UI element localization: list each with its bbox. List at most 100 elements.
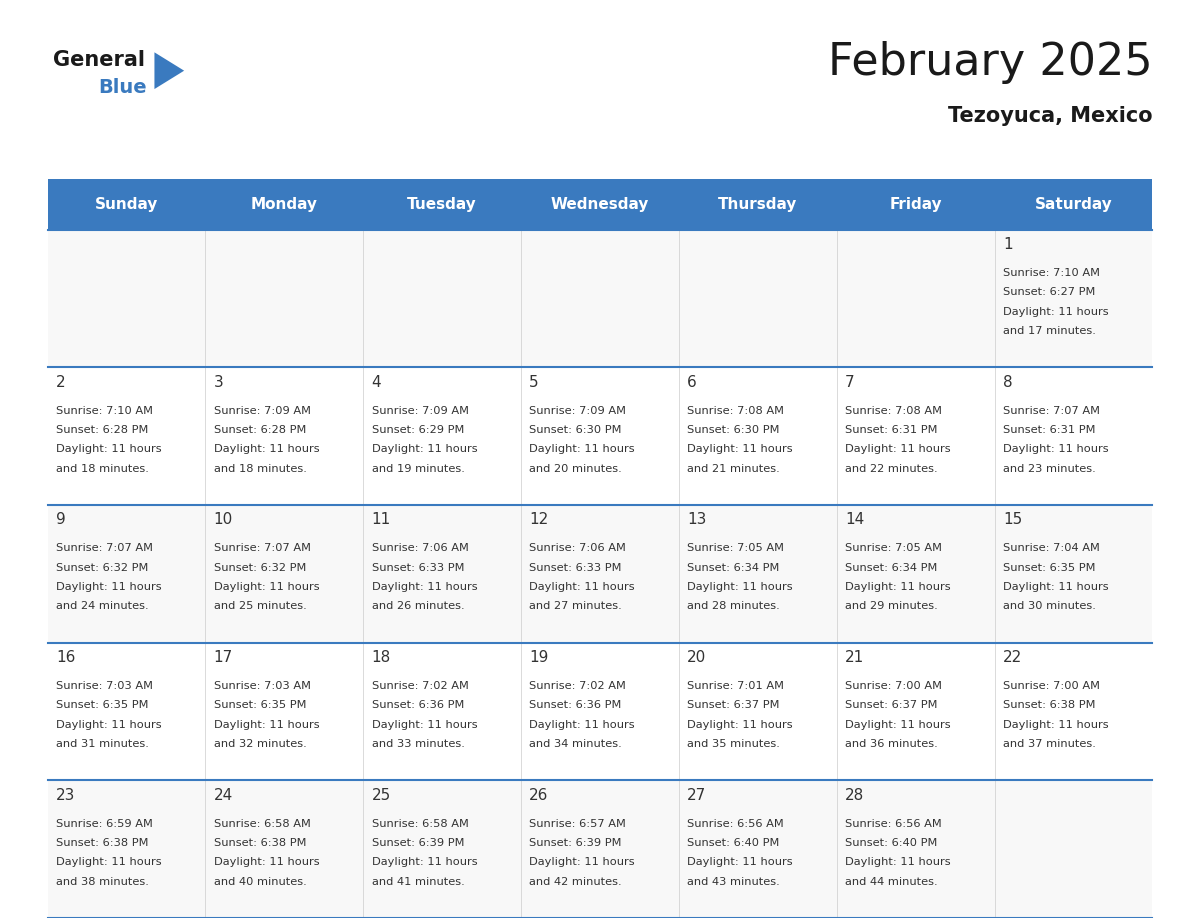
Text: 14: 14 xyxy=(845,512,864,527)
FancyBboxPatch shape xyxy=(48,505,206,643)
FancyBboxPatch shape xyxy=(836,505,994,643)
Text: Sunrise: 7:05 AM: Sunrise: 7:05 AM xyxy=(687,543,784,554)
Text: and 23 minutes.: and 23 minutes. xyxy=(1003,464,1095,474)
Text: Sunset: 6:38 PM: Sunset: 6:38 PM xyxy=(1003,700,1095,711)
Text: and 17 minutes.: and 17 minutes. xyxy=(1003,326,1095,336)
FancyBboxPatch shape xyxy=(48,780,206,918)
Text: Monday: Monday xyxy=(251,196,317,212)
FancyBboxPatch shape xyxy=(48,230,206,367)
Text: 17: 17 xyxy=(214,650,233,665)
Text: Sunset: 6:30 PM: Sunset: 6:30 PM xyxy=(530,425,621,435)
Text: Sunrise: 7:07 AM: Sunrise: 7:07 AM xyxy=(214,543,311,554)
Text: Daylight: 11 hours: Daylight: 11 hours xyxy=(845,720,950,730)
Text: Daylight: 11 hours: Daylight: 11 hours xyxy=(530,720,634,730)
Text: Daylight: 11 hours: Daylight: 11 hours xyxy=(845,582,950,592)
Text: Sunset: 6:40 PM: Sunset: 6:40 PM xyxy=(845,838,937,848)
Text: 11: 11 xyxy=(372,512,391,527)
Text: 25: 25 xyxy=(372,788,391,802)
Text: Thursday: Thursday xyxy=(718,196,797,212)
Text: Sunrise: 7:01 AM: Sunrise: 7:01 AM xyxy=(687,681,784,691)
Text: 7: 7 xyxy=(845,375,854,389)
Text: Sunset: 6:33 PM: Sunset: 6:33 PM xyxy=(372,563,465,573)
Text: Sunset: 6:31 PM: Sunset: 6:31 PM xyxy=(1003,425,1095,435)
Text: Sunset: 6:36 PM: Sunset: 6:36 PM xyxy=(530,700,621,711)
Text: Sunset: 6:29 PM: Sunset: 6:29 PM xyxy=(372,425,463,435)
Text: February 2025: February 2025 xyxy=(828,41,1152,84)
Text: 20: 20 xyxy=(687,650,707,665)
Text: Sunrise: 7:08 AM: Sunrise: 7:08 AM xyxy=(845,406,942,416)
Text: Sunrise: 7:03 AM: Sunrise: 7:03 AM xyxy=(214,681,311,691)
Text: Sunrise: 7:10 AM: Sunrise: 7:10 AM xyxy=(56,406,153,416)
Text: and 20 minutes.: and 20 minutes. xyxy=(530,464,623,474)
FancyBboxPatch shape xyxy=(994,643,1152,780)
FancyBboxPatch shape xyxy=(206,505,364,643)
Text: Daylight: 11 hours: Daylight: 11 hours xyxy=(687,720,792,730)
Text: Daylight: 11 hours: Daylight: 11 hours xyxy=(845,444,950,454)
Text: Sunrise: 7:09 AM: Sunrise: 7:09 AM xyxy=(214,406,311,416)
Polygon shape xyxy=(154,52,184,89)
Text: Sunset: 6:35 PM: Sunset: 6:35 PM xyxy=(56,700,148,711)
Text: 4: 4 xyxy=(372,375,381,389)
Text: and 36 minutes.: and 36 minutes. xyxy=(845,739,937,749)
Text: Sunrise: 7:06 AM: Sunrise: 7:06 AM xyxy=(372,543,468,554)
FancyBboxPatch shape xyxy=(994,780,1152,918)
Text: 12: 12 xyxy=(530,512,549,527)
Text: and 24 minutes.: and 24 minutes. xyxy=(56,601,148,611)
Text: Sunrise: 7:06 AM: Sunrise: 7:06 AM xyxy=(530,543,626,554)
Text: Tezoyuca, Mexico: Tezoyuca, Mexico xyxy=(948,106,1152,126)
Text: Sunrise: 6:58 AM: Sunrise: 6:58 AM xyxy=(214,819,310,829)
FancyBboxPatch shape xyxy=(994,230,1152,367)
Text: Daylight: 11 hours: Daylight: 11 hours xyxy=(214,444,320,454)
FancyBboxPatch shape xyxy=(522,230,678,367)
Text: and 35 minutes.: and 35 minutes. xyxy=(687,739,781,749)
Text: Sunset: 6:27 PM: Sunset: 6:27 PM xyxy=(1003,287,1095,297)
Text: 6: 6 xyxy=(687,375,697,389)
Text: Sunrise: 6:58 AM: Sunrise: 6:58 AM xyxy=(372,819,468,829)
Text: Daylight: 11 hours: Daylight: 11 hours xyxy=(530,444,634,454)
Text: and 34 minutes.: and 34 minutes. xyxy=(530,739,623,749)
Text: 8: 8 xyxy=(1003,375,1012,389)
FancyBboxPatch shape xyxy=(522,643,678,780)
FancyBboxPatch shape xyxy=(678,367,836,505)
Text: Sunset: 6:40 PM: Sunset: 6:40 PM xyxy=(687,838,779,848)
FancyBboxPatch shape xyxy=(678,643,836,780)
Text: Sunset: 6:28 PM: Sunset: 6:28 PM xyxy=(214,425,307,435)
Text: and 33 minutes.: and 33 minutes. xyxy=(372,739,465,749)
Text: Daylight: 11 hours: Daylight: 11 hours xyxy=(372,582,478,592)
Text: Daylight: 11 hours: Daylight: 11 hours xyxy=(214,857,320,868)
Text: 18: 18 xyxy=(372,650,391,665)
Text: 15: 15 xyxy=(1003,512,1022,527)
Text: Sunrise: 7:10 AM: Sunrise: 7:10 AM xyxy=(1003,268,1100,278)
Text: Sunrise: 7:07 AM: Sunrise: 7:07 AM xyxy=(1003,406,1100,416)
Text: 5: 5 xyxy=(530,375,539,389)
Text: and 38 minutes.: and 38 minutes. xyxy=(56,877,148,887)
FancyBboxPatch shape xyxy=(836,367,994,505)
Text: Sunrise: 7:07 AM: Sunrise: 7:07 AM xyxy=(56,543,153,554)
Text: Saturday: Saturday xyxy=(1035,196,1112,212)
Text: 23: 23 xyxy=(56,788,75,802)
Text: 9: 9 xyxy=(56,512,65,527)
Text: 2: 2 xyxy=(56,375,65,389)
Text: Sunset: 6:37 PM: Sunset: 6:37 PM xyxy=(687,700,779,711)
Text: Daylight: 11 hours: Daylight: 11 hours xyxy=(687,582,792,592)
Text: Sunset: 6:30 PM: Sunset: 6:30 PM xyxy=(687,425,779,435)
FancyBboxPatch shape xyxy=(678,780,836,918)
Text: 19: 19 xyxy=(530,650,549,665)
Text: Sunrise: 6:59 AM: Sunrise: 6:59 AM xyxy=(56,819,153,829)
Text: Sunset: 6:28 PM: Sunset: 6:28 PM xyxy=(56,425,148,435)
Text: 1: 1 xyxy=(1003,237,1012,252)
Text: Sunrise: 6:56 AM: Sunrise: 6:56 AM xyxy=(845,819,942,829)
Text: Daylight: 11 hours: Daylight: 11 hours xyxy=(56,582,162,592)
Text: 21: 21 xyxy=(845,650,864,665)
Text: Daylight: 11 hours: Daylight: 11 hours xyxy=(1003,444,1108,454)
Text: Daylight: 11 hours: Daylight: 11 hours xyxy=(687,857,792,868)
Text: and 42 minutes.: and 42 minutes. xyxy=(530,877,623,887)
Text: Daylight: 11 hours: Daylight: 11 hours xyxy=(530,857,634,868)
Text: 26: 26 xyxy=(530,788,549,802)
Text: Sunrise: 7:08 AM: Sunrise: 7:08 AM xyxy=(687,406,784,416)
Text: Sunrise: 7:00 AM: Sunrise: 7:00 AM xyxy=(1003,681,1100,691)
Text: 10: 10 xyxy=(214,512,233,527)
Text: Sunset: 6:34 PM: Sunset: 6:34 PM xyxy=(845,563,937,573)
Text: Friday: Friday xyxy=(890,196,942,212)
Text: and 26 minutes.: and 26 minutes. xyxy=(372,601,465,611)
